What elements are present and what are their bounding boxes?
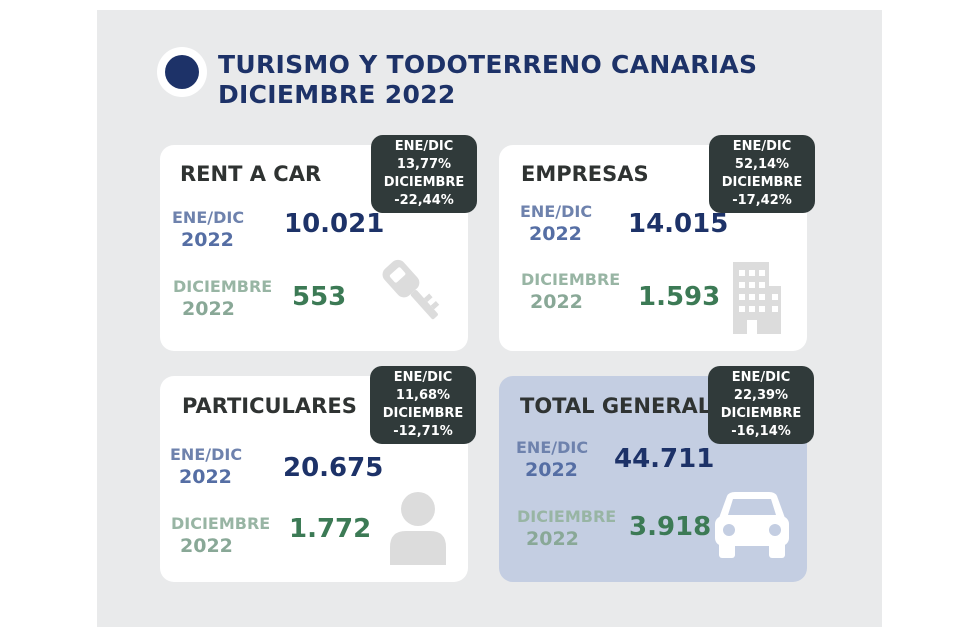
period-label-december: DICIEMBRE 2022 xyxy=(521,270,621,313)
car-icon xyxy=(715,492,789,558)
bullet-dot-icon xyxy=(157,47,207,97)
percentage-badge: ENE/DIC 11,68% DICIEMBRE -12,71% xyxy=(370,366,476,444)
percentage-badge: ENE/DIC 22,39% DICIEMBRE -16,14% xyxy=(708,366,814,444)
period-label-annual: ENE/DIC 2022 xyxy=(516,438,589,481)
value-annual: 20.675 xyxy=(283,453,384,483)
title-line-1: TURISMO Y TODOTERRENO CANARIAS xyxy=(218,50,758,79)
card-title: EMPRESAS xyxy=(521,162,649,186)
person-icon xyxy=(390,492,446,565)
card-title: TOTAL GENERAL xyxy=(520,394,712,418)
percentage-badge: ENE/DIC 52,14% DICIEMBRE -17,42% xyxy=(709,135,815,213)
car-key-icon xyxy=(382,259,440,320)
building-icon xyxy=(733,262,781,334)
value-december: 1.593 xyxy=(638,282,721,312)
period-label-annual: ENE/DIC 2022 xyxy=(172,208,245,251)
period-label-annual: ENE/DIC 2022 xyxy=(170,445,243,488)
period-label-december: DICIEMBRE 2022 xyxy=(173,277,273,320)
value-december: 3.918 xyxy=(629,512,712,542)
value-annual: 10.021 xyxy=(284,209,385,239)
period-label-annual: ENE/DIC 2022 xyxy=(520,202,593,245)
value-december: 553 xyxy=(292,282,347,312)
card-title: PARTICULARES xyxy=(182,394,357,418)
period-label-december: DICIEMBRE 2022 xyxy=(171,514,271,557)
card-title: RENT A CAR xyxy=(180,162,322,186)
period-label-december: DICIEMBRE 2022 xyxy=(517,507,617,550)
value-annual: 44.711 xyxy=(614,444,715,474)
value-december: 1.772 xyxy=(289,514,372,544)
value-annual: 14.015 xyxy=(628,209,729,239)
percentage-badge: ENE/DIC 13,77% DICIEMBRE -22,44% xyxy=(371,135,477,213)
title-line-2: DICIEMBRE 2022 xyxy=(218,80,456,109)
page-title: TURISMO Y TODOTERRENO CANARIAS DICIEMBRE… xyxy=(218,50,757,110)
